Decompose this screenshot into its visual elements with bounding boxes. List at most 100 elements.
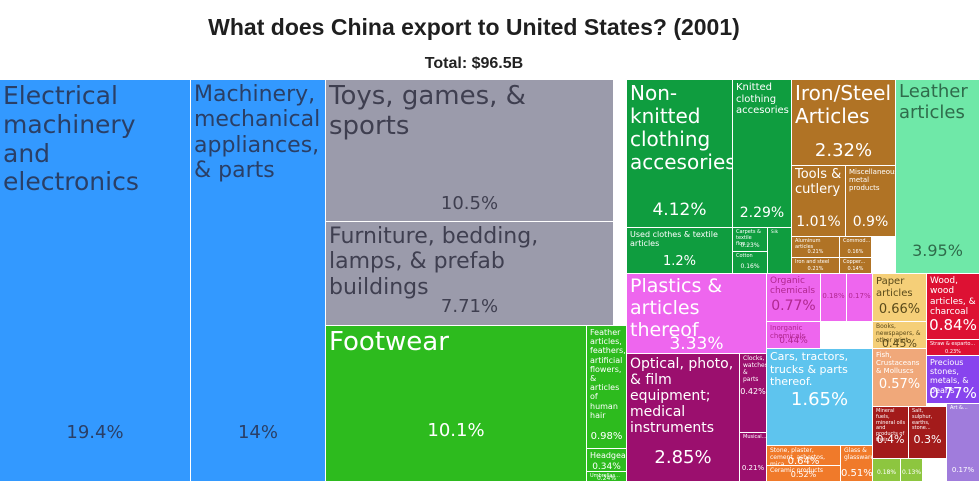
treemap-cell-salt[interactable]: Salt, sulphur, earths, stone... 0.3% — [909, 407, 947, 459]
cell-label: Books, newspapers, & other print — [876, 323, 921, 344]
cell-label: Cars, tractors, trucks & parts thereof. — [770, 350, 849, 389]
cell-value: 2.29% — [739, 205, 785, 221]
treemap-cell-usedclothes[interactable]: Used clothes & textile articles 1.2% — [627, 228, 733, 274]
cell-value: 4.12% — [652, 200, 707, 220]
cell-label: Non-knitted clothing accesories — [630, 81, 733, 174]
treemap-cell-leather[interactable]: Leather articles 3.95% — [896, 80, 980, 274]
cell-label: Glass & glassware — [844, 447, 873, 461]
treemap-cell-wood[interactable]: Wood, wood articles, & charcoal 0.84% — [927, 274, 980, 340]
cell-label: Inorganic chemicals — [770, 324, 806, 341]
cell-value: 0.24% — [596, 475, 617, 482]
cell-label: Machinery, mechanical appliances, & part… — [194, 82, 321, 183]
cell-label: Art &... — [950, 405, 968, 411]
cell-label: Leather articles — [899, 81, 968, 123]
cell-value: 1.65% — [790, 389, 849, 410]
cell-value: 0.23% — [945, 349, 961, 355]
treemap-cell-miscmetal[interactable]: Miscellaneous metal products 0.9% — [846, 166, 896, 237]
treemap-cell-fish[interactable]: Fish, Crustaceans & Molluscs 0.57% — [873, 349, 927, 407]
treemap-cell-ironsteel2[interactable]: Iron and steel 0.21% — [792, 258, 840, 274]
treemap-cell-toys[interactable]: Toys, games, & sports 10.5% — [326, 80, 614, 222]
treemap-cell-machinery[interactable]: Machinery, mechanical appliances, & part… — [191, 80, 326, 482]
treemap-cell-nonknitted[interactable]: Non-knitted clothing accesories 4.12% — [627, 80, 733, 228]
treemap-cell-plastics[interactable]: Plastics & articles thereof 3.33% — [627, 274, 767, 354]
treemap-cell-cotton[interactable]: Cotton 0.16% — [733, 252, 768, 274]
cell-label: Organic chemicals — [770, 276, 816, 297]
cell-label: Toys, games, & sports — [329, 81, 526, 141]
cell-value: 1.2% — [662, 254, 697, 269]
treemap-cell-optical[interactable]: Optical, photo, & film equipment; medica… — [627, 354, 740, 482]
cell-value: 14% — [237, 422, 278, 443]
treemap-cell-cars[interactable]: Cars, tractors, trucks & parts thereof. 1… — [767, 349, 873, 446]
cell-label: Silk — [771, 229, 779, 234]
treemap-cell-glass[interactable]: Glass & glassware 0.51% — [841, 446, 873, 482]
cell-value: 0.57% — [878, 377, 921, 392]
cell-value: 2.32% — [814, 140, 873, 161]
cell-label: Wood, wood articles, & charcoal — [930, 276, 976, 318]
cell-value: 0.4% — [876, 433, 905, 446]
cell-label: Iron/Steel Articles — [795, 81, 892, 128]
cell-value: 0.44% — [779, 336, 808, 346]
cell-label: Straw & esparto... — [930, 341, 976, 347]
treemap-cell-footwear[interactable]: Footwear 10.1% — [326, 326, 587, 482]
cell-value: 2.85% — [654, 447, 712, 468]
cell-label: Electrical machinery and electronics — [3, 81, 139, 197]
cell-label: Furniture, bedding, lamps, & prefab buil… — [329, 224, 539, 300]
cell-value: 0.77% — [771, 298, 816, 314]
treemap-cell-books[interactable]: Books, newspapers, & other print 0.45% — [873, 322, 927, 349]
treemap-cell-carpets[interactable]: Carpets & textile floo... 0.23% — [733, 228, 768, 252]
treemap-cell-stone[interactable]: Stone, plaster, cement, asbestos, mica 0.… — [767, 446, 841, 466]
treemap-cell-feather[interactable]: Feather articles, feathers, artificial f… — [587, 326, 627, 449]
treemap-cell-straw[interactable]: Straw & esparto... 0.23% — [927, 340, 980, 356]
treemap-cell-inorganic[interactable]: Inorganic chemicals 0.44% — [767, 322, 821, 349]
cell-value: 1.01% — [796, 214, 841, 230]
cell-value: 0.21% — [807, 266, 824, 272]
treemap-cell-electrical[interactable]: Electrical machinery and electronics 19.4… — [0, 80, 191, 482]
treemap-cell-aluminum[interactable]: Aluminum articles 0.21% — [792, 237, 840, 258]
treemap-cell-mineralfuels[interactable]: Mineral fuels, mineral oils and products… — [873, 407, 909, 459]
cell-value: 0.77% — [929, 384, 977, 402]
treemap-cell-ceramic[interactable]: Ceramic products 0.52% — [767, 466, 841, 482]
treemap-cell-organic[interactable]: Organic chemicals 0.77% — [767, 274, 821, 322]
cell-value: 0.21% — [807, 249, 824, 255]
cell-label: Feather articles, feathers, artificial f… — [590, 328, 626, 420]
treemap-cell-precious[interactable]: Precious stones, metals, & pearls 0.77% — [927, 356, 980, 404]
cell-value: 0.42% — [740, 387, 766, 396]
cell-label: Copper... — [843, 259, 866, 265]
treemap-cell-ironsteel[interactable]: Iron/Steel Articles 2.32% — [792, 80, 896, 166]
cell-value: 0.14% — [847, 266, 864, 272]
cell-value: 0.98% — [590, 431, 623, 442]
cell-label: Clocks, watches, & parts — [743, 355, 766, 383]
treemap-cell-commod[interactable]: Commod... 0.16% — [840, 237, 872, 258]
cell-label: Used clothes & textile articles — [630, 230, 718, 249]
cell-label: Paper articles — [876, 276, 913, 299]
cell-value: 0.13% — [901, 469, 922, 476]
cell-value: 0.64% — [787, 456, 820, 466]
cell-value: 0.18% — [822, 292, 845, 300]
cell-label: Iron and steel — [795, 259, 830, 265]
treemap-cell-musical[interactable]: Musical... 0.21% — [740, 433, 767, 482]
treemap-cell-chem_a[interactable]: 0.18% — [821, 274, 847, 322]
cell-value: 0.52% — [790, 470, 817, 479]
cell-label: Precious stones, metals, & pearls — [930, 358, 969, 395]
treemap-cell-copper[interactable]: Copper... 0.14% — [840, 258, 872, 274]
treemap-cell-headgear[interactable]: Headgear 0.34% — [587, 449, 627, 472]
treemap-cell-silk[interactable]: Silk — [768, 228, 792, 274]
treemap-cell-artworks[interactable]: Art &... 0.17% — [947, 404, 980, 482]
treemap-cell-paper[interactable]: Paper articles 0.66% — [873, 274, 927, 322]
treemap-cell-clocks[interactable]: Clocks, watches, & parts 0.42% — [740, 354, 767, 433]
treemap-cell-veg_a[interactable]: 0.18% — [873, 459, 901, 482]
cell-value: 0.18% — [876, 469, 897, 476]
treemap-cell-umbrellas[interactable]: Umbrellas... 0.24% — [587, 472, 627, 482]
treemap-cell-veg_b[interactable]: 0.13% — [901, 459, 923, 482]
treemap-cell-tools[interactable]: Tools & cutlery 1.01% — [792, 166, 846, 237]
cell-value: 3.33% — [669, 334, 724, 354]
treemap-cell-knitted[interactable]: Knitted clothing accesories 2.29% — [733, 80, 792, 228]
cell-value: 0.66% — [878, 302, 921, 317]
cell-value: 0.45% — [882, 337, 917, 349]
cell-value: 0.51% — [841, 468, 873, 479]
treemap-cell-furniture[interactable]: Furniture, bedding, lamps, & prefab buil… — [326, 222, 614, 326]
cell-label: Knitted clothing accesories — [736, 82, 789, 116]
chart-subtitle: Total: $96.5B — [424, 55, 524, 72]
treemap-cell-chem_b[interactable]: 0.17% — [847, 274, 873, 322]
cell-value: 19.4% — [66, 422, 124, 443]
